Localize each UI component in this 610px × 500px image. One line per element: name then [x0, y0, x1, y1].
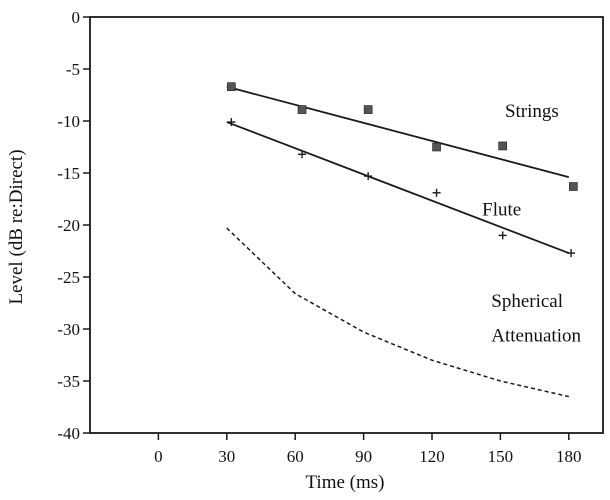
x-tick-label: 150: [488, 447, 514, 466]
x-axis-title: Time (ms): [305, 472, 384, 493]
flute-point: [567, 249, 576, 258]
y-tick-label: -40: [57, 424, 80, 443]
spherical-attenuation-curve: [226, 227, 569, 398]
y-tick-label: -15: [57, 164, 80, 183]
y-axis-title: Level (dB re:Direct): [6, 149, 27, 304]
strings-point: [227, 82, 236, 91]
y-tick-label: -25: [57, 268, 80, 287]
y-tick-label: -5: [66, 60, 80, 79]
strings-fit-line: [226, 85, 570, 179]
strings-point: [498, 141, 507, 151]
annotation-attenuation: Attenuation: [491, 325, 581, 346]
x-tick-label: 120: [419, 447, 445, 466]
flute-fit-line: [226, 121, 570, 254]
x-tick-label: 90: [355, 447, 372, 466]
x-tick-label: 180: [556, 447, 582, 466]
strings-point: [569, 182, 578, 191]
y-tick-label: -30: [57, 320, 80, 339]
strings-point: [297, 105, 307, 114]
flute-point: [432, 188, 441, 197]
flute-point: [498, 231, 507, 240]
y-tick-label: -10: [57, 112, 80, 131]
y-tick-label: -20: [57, 216, 80, 235]
flute-point: [298, 150, 307, 159]
strings-point: [432, 142, 441, 152]
x-tick-label: 0: [154, 447, 163, 466]
flute-point: [364, 172, 373, 181]
y-tick-label: -35: [57, 372, 80, 391]
annotation-flute: Flute: [482, 200, 521, 221]
plot-frame: [89, 16, 604, 434]
y-tick-label: 0: [72, 8, 81, 27]
flute-point: [227, 118, 236, 127]
annotation-strings: Strings: [505, 101, 559, 122]
strings-point: [363, 105, 373, 114]
x-tick-label: 60: [287, 447, 304, 466]
annotation-spherical: Spherical: [491, 291, 563, 312]
x-tick-label: 30: [218, 447, 235, 466]
